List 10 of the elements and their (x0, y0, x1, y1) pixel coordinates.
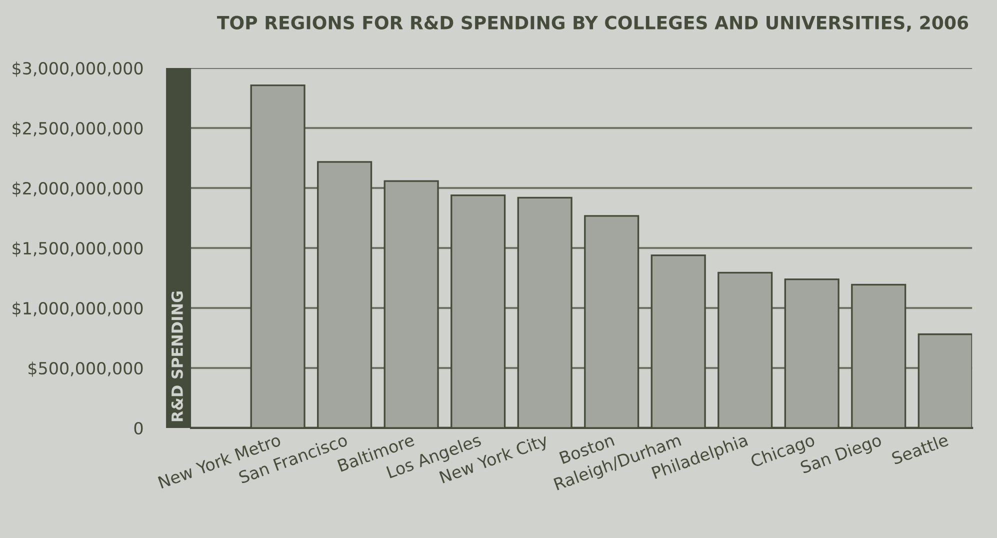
y-tick-label: 0 (134, 422, 143, 435)
x-tick-label: Seattle (890, 433, 949, 465)
chart-title: TOP REGIONS FOR R&D SPENDING BY COLLEGES AND UNIVERSITIES, 2006 (217, 16, 968, 32)
y-tick-label: $2,500,000,000 (12, 122, 143, 137)
y-tick-label: $500,000,000 (28, 362, 143, 377)
y-tick-label: $1,000,000,000 (12, 302, 143, 317)
y-tick-label: $2,000,000,000 (12, 182, 143, 197)
y-axis-title: R&D SPENDING (171, 292, 183, 422)
y-tick-label: $1,500,000,000 (12, 242, 143, 257)
y-tick-label: $3,000,000,000 (12, 62, 143, 77)
